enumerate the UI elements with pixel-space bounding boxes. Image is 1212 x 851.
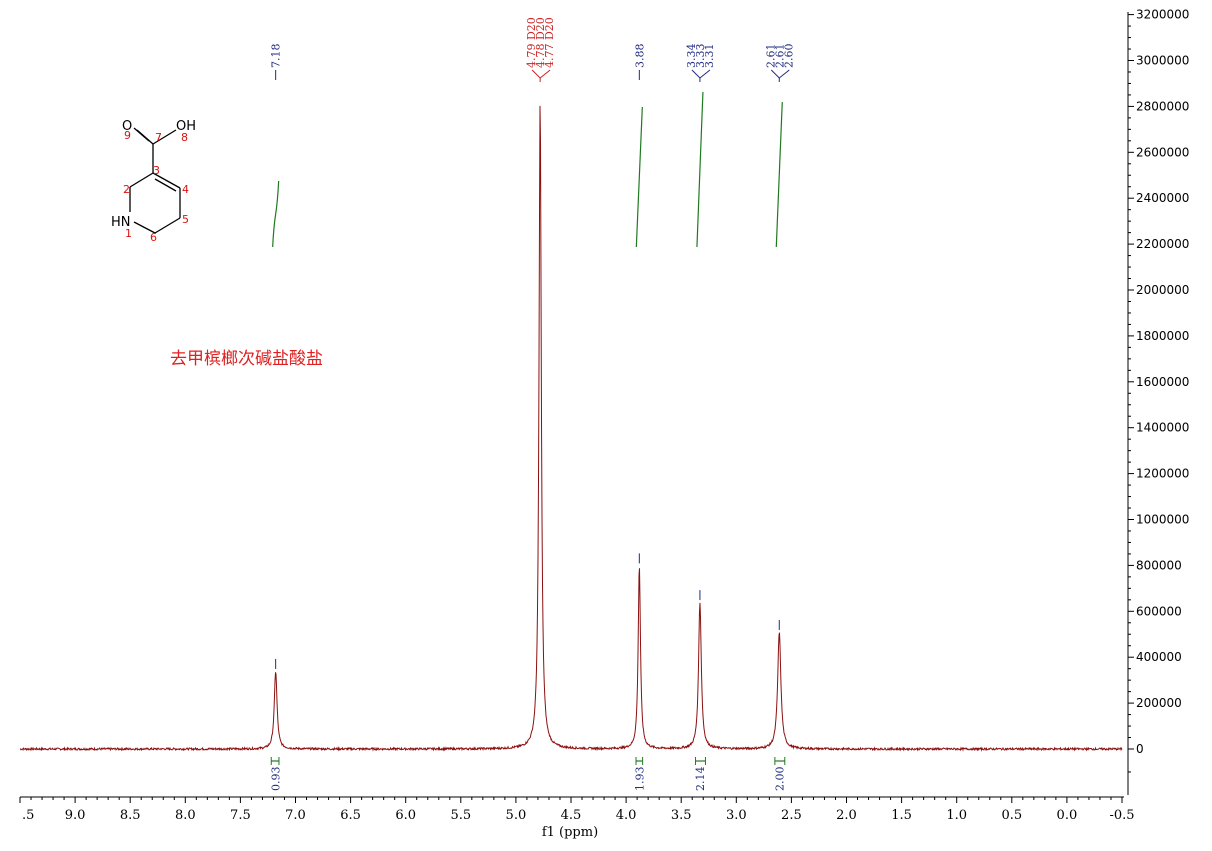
y-tick-label: 400000 bbox=[1136, 650, 1182, 664]
y-tick-label: 600000 bbox=[1136, 604, 1182, 618]
integral-value: 0.93 bbox=[270, 767, 283, 792]
atom-number-1: 1 bbox=[125, 227, 132, 240]
x-tick-label: 3.5 bbox=[671, 808, 692, 823]
atom-number-2: 2 bbox=[123, 183, 130, 196]
y-tick-label: 1800000 bbox=[1136, 329, 1189, 343]
peak-label: 2.61 bbox=[764, 44, 777, 69]
integral-value: 2.14 bbox=[694, 767, 707, 792]
atom-number-6: 6 bbox=[150, 231, 157, 244]
x-tick-label: 6.5 bbox=[340, 808, 361, 823]
integral-curve bbox=[272, 180, 280, 248]
x-tick-label: 6.0 bbox=[395, 808, 416, 823]
x-tick-label: 5.0 bbox=[506, 808, 527, 823]
x-tick-label: 2.0 bbox=[836, 808, 857, 823]
x-tick-label: 0.0 bbox=[1057, 808, 1078, 823]
x-tick-label: -0.5 bbox=[1109, 808, 1134, 823]
atom-number-7: 7 bbox=[155, 131, 162, 144]
peak-label: 3.33 bbox=[694, 44, 707, 69]
molecule-structure: O OH HN 9 7 8 3 2 4 5 1 6 bbox=[111, 119, 196, 244]
x-tick-label: 7.0 bbox=[285, 808, 306, 823]
y-tick-label: 200000 bbox=[1136, 696, 1182, 710]
atom-oh: OH bbox=[176, 119, 196, 134]
y-tick-label: 1600000 bbox=[1136, 375, 1189, 389]
y-tick-label: 2200000 bbox=[1136, 237, 1189, 251]
x-tick-label: .5 bbox=[22, 808, 34, 823]
peak-label: 7.18 bbox=[270, 44, 283, 69]
y-axis: 3200000 3000000 2800000 2600000 2400000 22000… bbox=[1127, 8, 1189, 795]
y-tick-label: 2600000 bbox=[1136, 145, 1189, 159]
x-tick-label: 4.0 bbox=[616, 808, 637, 823]
x-tick-label: 4.5 bbox=[561, 808, 582, 823]
y-tick-label: 0 bbox=[1136, 742, 1144, 756]
peak-label: 3.31 bbox=[703, 44, 716, 69]
y-tick-label: 800000 bbox=[1136, 558, 1182, 572]
peak-label-bracket bbox=[531, 69, 551, 79]
atom-number-3: 3 bbox=[153, 164, 160, 177]
x-tick-label: 1.5 bbox=[891, 808, 912, 823]
y-tick-label: 1000000 bbox=[1136, 513, 1189, 527]
peak-label: 4.78 D20 bbox=[534, 17, 547, 68]
peak-markers bbox=[275, 553, 780, 669]
y-tick-label: 1200000 bbox=[1136, 467, 1189, 481]
x-tick-label: 8.0 bbox=[175, 808, 196, 823]
peak-label: 3.88 bbox=[633, 44, 646, 69]
x-tick-label: 0.5 bbox=[1001, 808, 1022, 823]
peak-label: 3.34 bbox=[685, 44, 698, 69]
x-tick-label: 2.5 bbox=[781, 808, 802, 823]
integral-labels: 0.93 1.93 2.14 2.00 bbox=[270, 757, 786, 792]
atom-hn: HN bbox=[111, 215, 131, 230]
y-tick-label: 2000000 bbox=[1136, 283, 1189, 297]
spectrum-trace bbox=[19, 105, 1123, 752]
peak-label: 4.77 D20 bbox=[543, 17, 556, 68]
atom-number-4: 4 bbox=[182, 183, 189, 196]
x-tick-label: 5.5 bbox=[450, 808, 471, 823]
compound-name: 去甲槟榔次碱盐酸盐 bbox=[170, 349, 323, 369]
x-axis: .5 9.0 8.5 8.0 7.5 7.0 6.5 6.0 5.5 5.0 4.5 4.0 3.5 3.… bbox=[19, 796, 1135, 823]
peak-label: 2.60 bbox=[782, 44, 795, 69]
peak-label-bracket bbox=[770, 69, 790, 79]
integral-curve bbox=[775, 101, 783, 248]
x-axis-label: f1 (ppm) bbox=[542, 825, 598, 840]
y-tick-label: 2400000 bbox=[1136, 191, 1189, 205]
x-tick-label: 9.0 bbox=[65, 808, 86, 823]
x-tick-label: 1.0 bbox=[946, 808, 967, 823]
atom-number-9: 9 bbox=[124, 129, 131, 142]
integral-curves bbox=[272, 91, 783, 248]
integral-value: 2.00 bbox=[773, 767, 786, 792]
atom-o: O bbox=[122, 119, 132, 134]
integral-curve bbox=[696, 91, 704, 248]
peak-label-bracket bbox=[691, 69, 711, 79]
peak-label: 4.79 D20 bbox=[525, 17, 538, 68]
integral-curve bbox=[635, 106, 643, 248]
atom-number-8: 8 bbox=[181, 131, 188, 144]
peak-label: 2.61 bbox=[773, 44, 786, 69]
atom-number-5: 5 bbox=[182, 213, 189, 226]
y-tick-label: 2800000 bbox=[1136, 99, 1189, 113]
x-tick-label: 7.5 bbox=[230, 808, 251, 823]
x-tick-label: 3.0 bbox=[726, 808, 747, 823]
y-tick-label: 3000000 bbox=[1136, 54, 1189, 68]
y-tick-label: 3200000 bbox=[1136, 8, 1189, 22]
x-tick-label: 8.5 bbox=[120, 808, 141, 823]
integral-value: 1.93 bbox=[633, 767, 646, 792]
y-tick-label: 1400000 bbox=[1136, 421, 1189, 435]
